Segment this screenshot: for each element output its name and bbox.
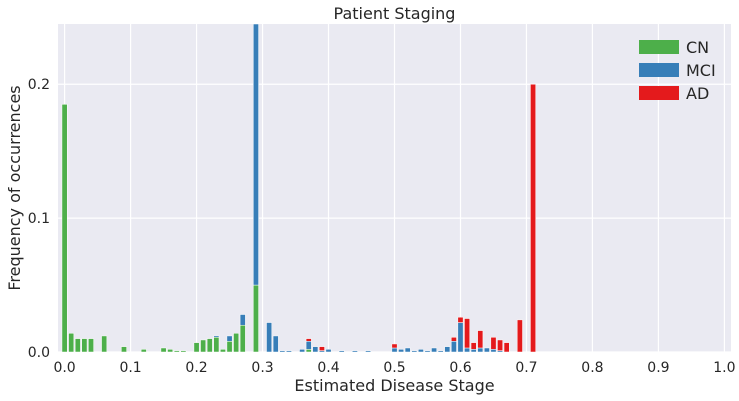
bar-cn — [226, 341, 233, 353]
bar-cn — [121, 346, 127, 353]
bar-cn — [140, 349, 147, 353]
x-tick-label: 0.0 — [53, 360, 75, 376]
bar-cn — [180, 350, 187, 353]
bar-mci — [398, 349, 404, 353]
chart-title: Patient Staging — [334, 4, 456, 23]
bar-mci — [477, 347, 484, 353]
bar-ad — [464, 318, 470, 349]
bar-mci — [404, 347, 411, 353]
bar-mci — [391, 347, 398, 353]
bar-cn — [173, 350, 180, 353]
x-axis-title: Estimated Disease Stage — [294, 376, 494, 395]
bar-ad — [391, 343, 398, 349]
bar-mci — [325, 349, 332, 353]
y-tick-label: 0.0 — [28, 345, 50, 361]
bar-cn — [193, 342, 200, 353]
bar-ad — [490, 337, 497, 350]
bar-cn — [160, 347, 167, 353]
x-tick-label: 0.9 — [647, 360, 669, 376]
y-axis-title: Frequency of occurrences — [5, 85, 24, 290]
bar-mci — [490, 349, 497, 353]
bar-cn — [101, 335, 108, 353]
bar-ad — [319, 346, 325, 351]
legend-label-cn: CN — [686, 38, 709, 57]
y-axis-ticks: 0.0 0.1 0.2 — [28, 77, 50, 361]
bar-mci — [272, 335, 279, 353]
x-tick-label: 1.0 — [713, 360, 735, 376]
bar-mci — [418, 349, 424, 353]
bar-cn — [68, 333, 75, 353]
bar-mci — [431, 347, 437, 353]
bar-cn — [253, 284, 259, 353]
bar-ad — [457, 316, 464, 323]
bar-mci — [239, 314, 246, 326]
legend-label-mci: MCI — [686, 61, 716, 80]
bar-mci — [470, 349, 477, 353]
x-tick-label: 0.4 — [317, 360, 339, 376]
bar-cn — [81, 338, 88, 353]
bar-cn — [88, 338, 94, 353]
bar-ad — [470, 342, 477, 350]
y-tick-label: 0.2 — [28, 77, 50, 93]
bar-mci — [253, 23, 259, 286]
bar-mci — [450, 341, 457, 353]
x-tick-label: 0.2 — [185, 360, 207, 376]
bar-mci — [483, 347, 490, 353]
bar-mci — [266, 322, 273, 353]
bar-mci — [365, 350, 371, 353]
bar-cn — [239, 324, 246, 353]
bar-cn — [233, 333, 240, 353]
bar-cn — [305, 349, 312, 353]
bar-mci — [457, 322, 464, 353]
bar-cn — [213, 337, 220, 353]
bar-ad — [450, 337, 457, 342]
legend-swatch-mci — [639, 63, 679, 77]
legend: CN MCI AD — [639, 38, 716, 103]
bar-mci — [213, 335, 220, 338]
grid-lines — [58, 24, 731, 353]
x-tick-label: 0.7 — [515, 360, 537, 376]
bar-mci — [437, 350, 444, 353]
bar-ad — [477, 330, 484, 349]
bar-mci — [444, 346, 451, 353]
y-tick-label: 0.1 — [28, 211, 50, 227]
bar-mci — [286, 350, 292, 353]
bar-ad — [497, 339, 503, 351]
bar-ad — [530, 83, 536, 353]
x-tick-label: 0.8 — [581, 360, 603, 376]
x-tick-label: 0.6 — [449, 360, 471, 376]
x-tick-label: 0.5 — [383, 360, 405, 376]
bar-mci — [305, 341, 312, 350]
bar-ad — [305, 338, 312, 342]
legend-label-ad: AD — [686, 84, 709, 103]
bar-mci — [352, 350, 358, 353]
x-tick-label: 0.3 — [251, 360, 273, 376]
bar-cn — [200, 339, 207, 353]
bar-mci — [299, 349, 306, 353]
bar-cn — [220, 349, 226, 353]
bar-mci — [338, 350, 345, 353]
bar-ad — [503, 342, 510, 353]
bar-mci — [226, 335, 233, 342]
bar-cn — [167, 349, 174, 353]
legend-swatch-ad — [639, 86, 679, 100]
bar-mci — [312, 346, 319, 353]
bar-cn — [61, 104, 68, 353]
x-axis-ticks: 0.0 0.1 0.2 0.3 0.4 0.5 0.6 0.7 0.8 0.9 1.0 — [53, 360, 735, 376]
x-tick-label: 0.1 — [119, 360, 141, 376]
bar-mci — [279, 350, 286, 353]
bar-cn — [74, 338, 81, 353]
bar-mci — [464, 347, 470, 353]
legend-swatch-cn — [639, 40, 679, 54]
bars — [61, 23, 536, 353]
bar-mci — [424, 350, 431, 353]
bar-mci — [411, 350, 418, 353]
bar-cn — [206, 338, 213, 353]
bar-ad — [516, 319, 523, 353]
